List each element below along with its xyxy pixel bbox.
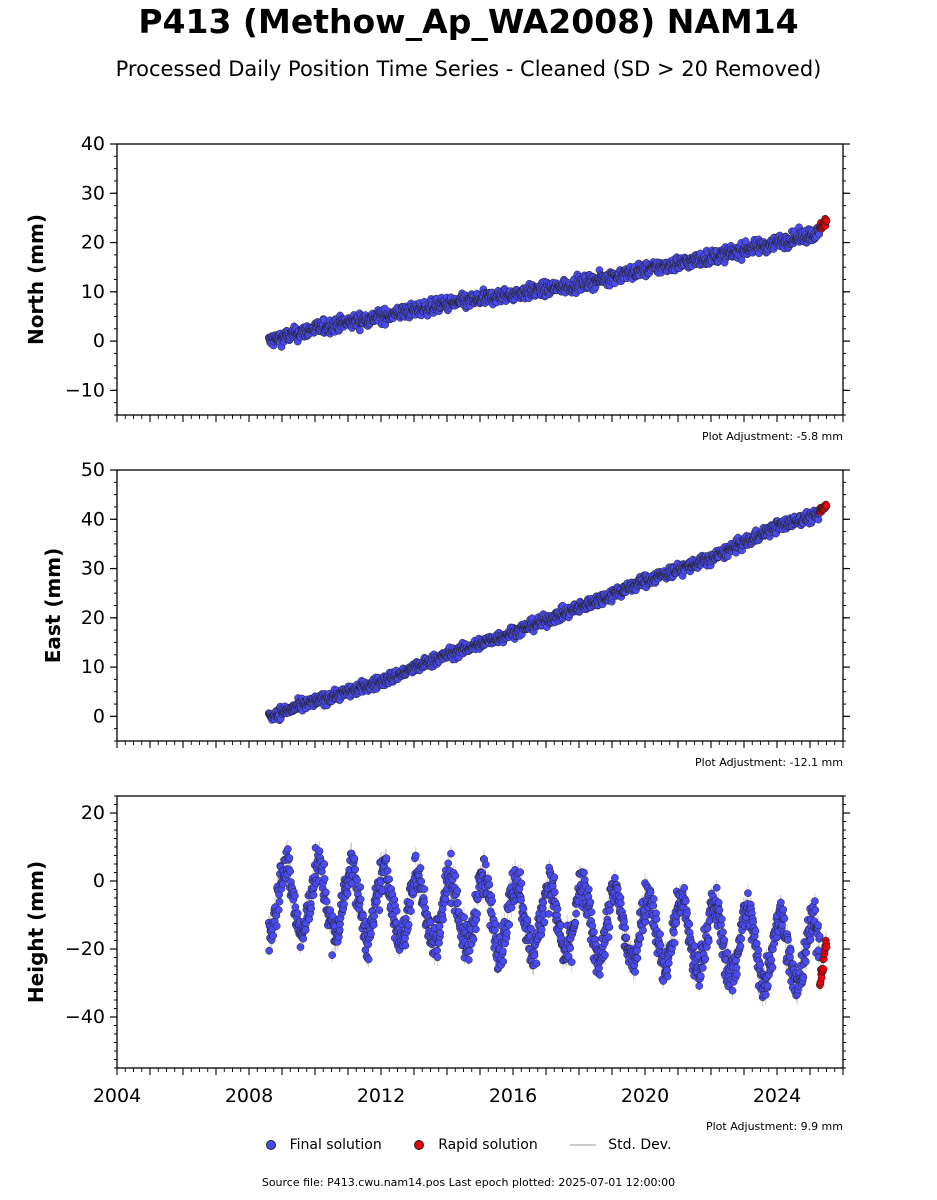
data-points: [264, 500, 831, 725]
data-points: [264, 214, 831, 352]
chart-title: P413 (Methow_Ap_WA2008) NAM14: [138, 2, 799, 41]
y-tick-label: 20: [81, 232, 105, 254]
rapid-solution-points: [816, 214, 831, 233]
final-point: [356, 326, 364, 335]
y-tick-label: −10: [65, 379, 105, 401]
y-axis-label: North (mm): [24, 214, 48, 345]
chart-subtitle: Processed Daily Position Time Series - C…: [115, 57, 822, 81]
panel-0: −10 0 10 20 30 40 North (mm) Plot Adjustment: -…: [24, 133, 850, 443]
rapid-point: [822, 216, 831, 225]
final-solution-points: [264, 506, 824, 725]
y-tick-label: 10: [81, 281, 105, 303]
plot-frame: [116, 143, 844, 416]
final-solution-points: [264, 223, 824, 351]
y-tick-label: 40: [81, 133, 105, 155]
plot-adjustment-note: Plot Adjustment: -5.8 mm: [702, 430, 843, 443]
final-point: [741, 237, 750, 246]
y-tick-label: 0: [93, 330, 105, 352]
y-tick-label: 30: [81, 182, 105, 204]
